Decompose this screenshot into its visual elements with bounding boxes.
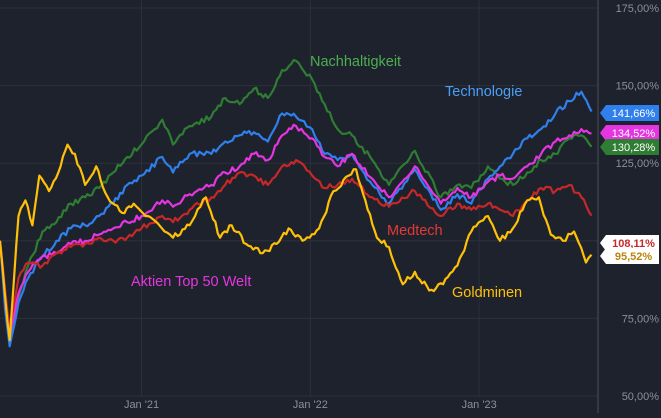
price-tag-label: 108,11% (612, 238, 655, 250)
series-line-aktien-top-50-welt[interactable] (0, 123, 592, 339)
series-layer (0, 59, 593, 348)
price-tag-label: 134,52% (612, 128, 656, 140)
annotation-layer: Nachhaltigkeit Technologie Medtech Aktien T… (131, 54, 522, 301)
price-tag-label: 141,66% (612, 108, 656, 120)
series-line-technologie[interactable] (0, 90, 593, 348)
annotation-technologie: Technologie (445, 84, 522, 100)
series-line-goldminen[interactable] (0, 143, 593, 342)
annotation-goldminen: Goldminen (452, 285, 522, 301)
price-tag-shape (600, 248, 659, 264)
price-tag-label: 95,52% (615, 251, 653, 263)
price-tag-shape (600, 125, 659, 141)
price-tag-layer: 141,66% 134,52% 130,28% 108,11%95,52% (600, 105, 659, 264)
grid-layer (0, 0, 598, 397)
y-tick-label: 150,00% (616, 81, 660, 93)
series-line-medtech[interactable] (0, 159, 593, 329)
annotation-nachhaltigkeit: Nachhaltigkeit (310, 54, 401, 70)
price-tag-label: 130,28% (612, 142, 656, 154)
price-tag: 134,52% (600, 125, 659, 141)
x-tick-label: Jan '21 (124, 399, 159, 411)
price-tag-shape (600, 105, 659, 121)
price-tag: 130,28% (600, 139, 659, 155)
y-tick-label: 50,00% (622, 391, 660, 403)
price-tag-shape (600, 235, 659, 251)
y-tick-label: 125,00% (616, 158, 660, 170)
annotation-medtech: Medtech (387, 223, 443, 239)
price-tag-shape (600, 139, 659, 155)
price-tag: 108,11% (600, 235, 659, 251)
price-tag: 141,66% (600, 105, 659, 121)
y-tick-label: 175,00% (616, 3, 660, 15)
series-line-nachhaltigkeit[interactable] (0, 59, 593, 345)
x-tick-label: Jan '22 (293, 399, 328, 411)
x-tick-label: Jan '23 (462, 399, 497, 411)
y-tick-label: 75,00% (622, 313, 660, 325)
price-tag: 95,52% (600, 248, 659, 264)
annotation-aktien-top-50-welt: Aktien Top 50 Welt (131, 274, 251, 290)
